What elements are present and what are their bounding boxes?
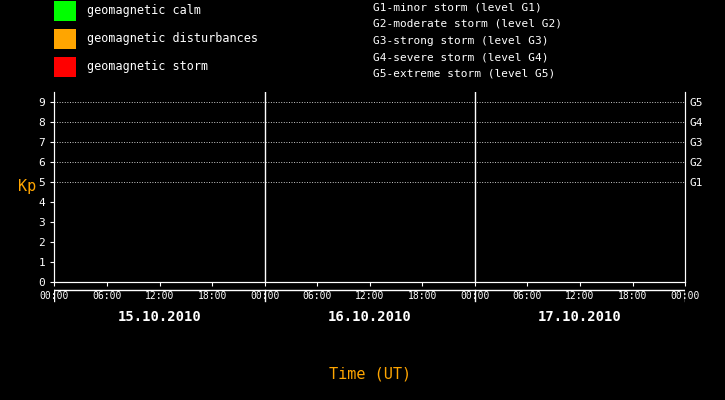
Text: geomagnetic storm: geomagnetic storm <box>87 60 208 73</box>
Text: Time (UT): Time (UT) <box>328 366 411 382</box>
Text: G1-minor storm (level G1): G1-minor storm (level G1) <box>373 2 542 12</box>
Text: G4-severe storm (level G4): G4-severe storm (level G4) <box>373 52 549 62</box>
Text: G5-extreme storm (level G5): G5-extreme storm (level G5) <box>373 69 555 79</box>
Text: geomagnetic disturbances: geomagnetic disturbances <box>87 32 258 45</box>
Text: geomagnetic calm: geomagnetic calm <box>87 4 201 17</box>
Bar <box>54 57 76 76</box>
Y-axis label: Kp: Kp <box>18 180 36 194</box>
Text: 15.10.2010: 15.10.2010 <box>117 310 202 324</box>
Bar <box>54 29 76 49</box>
Text: 16.10.2010: 16.10.2010 <box>328 310 412 324</box>
Text: G3-strong storm (level G3): G3-strong storm (level G3) <box>373 36 549 46</box>
Bar <box>54 1 76 21</box>
Text: G2-moderate storm (level G2): G2-moderate storm (level G2) <box>373 19 563 29</box>
Text: 17.10.2010: 17.10.2010 <box>538 310 622 324</box>
